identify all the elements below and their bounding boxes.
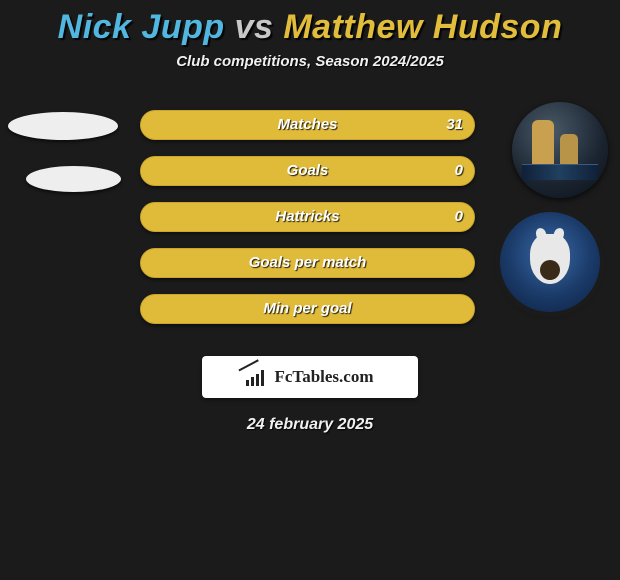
- player1-name: Nick Jupp: [58, 8, 225, 46]
- photo-adboard: [522, 164, 598, 180]
- bar-player2: [140, 294, 475, 324]
- brand-text: FcTables.com: [274, 367, 373, 387]
- date-label: 24 february 2025: [0, 416, 620, 434]
- player-photo: [512, 102, 608, 198]
- stat-row-matches: Matches 31: [140, 110, 475, 140]
- player2-name: Matthew Hudson: [283, 8, 562, 46]
- bar-player2: [140, 156, 475, 186]
- stat-row-min-per-goal: Min per goal: [140, 294, 475, 324]
- subtitle: Club competitions, Season 2024/2025: [0, 53, 620, 70]
- brand-badge: FcTables.com: [202, 356, 418, 398]
- stat-row-goals-per-match: Goals per match: [140, 248, 475, 278]
- stat-row-hattricks: Hattricks 0: [140, 202, 475, 232]
- brand-chart-icon: [246, 368, 268, 386]
- stat-value-right: 31: [446, 110, 463, 140]
- bar-player2: [140, 248, 475, 278]
- stat-row-goals: Goals 0: [140, 156, 475, 186]
- crest-ball-icon: [540, 260, 560, 280]
- left-placeholder-ovals: [8, 102, 121, 192]
- stat-value-right: 0: [455, 156, 463, 186]
- bar-player2: [140, 202, 475, 232]
- placeholder-oval: [26, 166, 121, 192]
- bar-player2: [140, 110, 475, 140]
- club-crest: [500, 212, 600, 312]
- title: Nick Jupp vs Matthew Hudson: [0, 8, 620, 47]
- stat-value-right: 0: [455, 202, 463, 232]
- comparison-body: Matches 31 Goals 0 Hattricks 0 Goals per…: [0, 102, 620, 352]
- vs-label: vs: [235, 8, 274, 46]
- stat-bars: Matches 31 Goals 0 Hattricks 0 Goals per…: [140, 110, 475, 340]
- comparison-card: Nick Jupp vs Matthew Hudson Club competi…: [0, 0, 620, 434]
- placeholder-oval: [8, 112, 118, 140]
